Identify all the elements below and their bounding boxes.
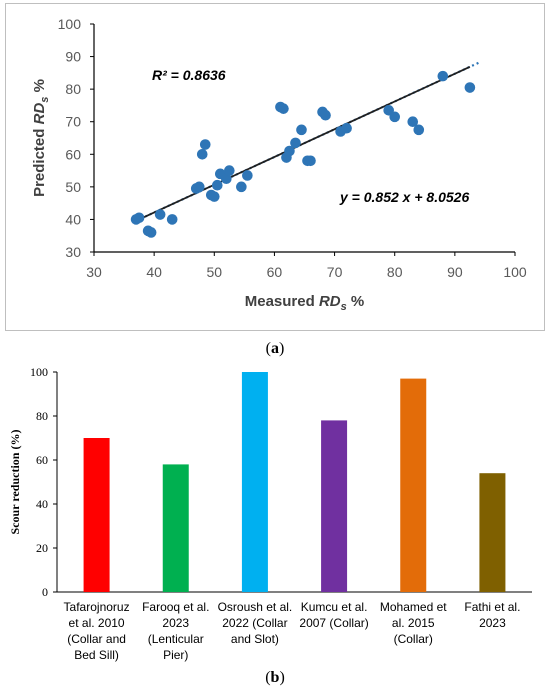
y-tick-label: 100	[58, 16, 82, 32]
category-label-line: Bed Sill)	[74, 648, 119, 662]
y-tick-label: 0	[42, 585, 48, 599]
data-point	[166, 214, 178, 225]
x-tick-label: 50	[206, 264, 222, 280]
x-tick-label: 40	[146, 264, 162, 280]
category-label-line: (Lenticular	[148, 632, 204, 646]
y-tick-label: 30	[65, 244, 81, 260]
panel-a-frame	[5, 3, 545, 331]
y-tick-label: 70	[65, 114, 81, 130]
category-label-line: (Collar)	[394, 632, 433, 646]
data-point	[413, 124, 425, 136]
trendline	[135, 65, 471, 222]
data-point	[196, 148, 208, 160]
data-point	[284, 145, 295, 157]
x-tick-label: 60	[267, 264, 283, 280]
y-tick-label: 90	[65, 49, 81, 65]
x-tick-label: 90	[447, 264, 463, 280]
caption-b-letter: b	[270, 669, 280, 686]
category-label-line: 2007 (Collar)	[299, 616, 368, 630]
r-squared-label: R² = 0.8636	[152, 67, 226, 83]
data-point	[407, 116, 419, 128]
bar	[83, 438, 110, 592]
data-point	[133, 212, 145, 224]
y-tick-label: 20	[36, 541, 48, 555]
data-point	[211, 179, 223, 191]
category-label-line: 2023	[162, 616, 189, 630]
data-point	[145, 227, 157, 238]
y-tick-label: 60	[65, 146, 81, 162]
category-label-line: Tafarojnoruz	[64, 600, 130, 614]
data-point	[278, 103, 289, 114]
category-label-line: Kumcu et al.	[301, 600, 368, 614]
category-label-line: Mohamed et	[380, 600, 447, 614]
bar	[162, 464, 189, 592]
scatter-chart: 30 40 50 60 70 80 90 100 30 40 50 60 70 80 90 100 Measur…	[31, 16, 527, 313]
regression-equation-label: y = 0.852 x + 8.0526	[339, 189, 469, 205]
bar	[479, 473, 506, 592]
category-label-line: Osroush et al.	[218, 600, 293, 614]
y-tick-label: 40	[65, 211, 81, 227]
x-tick-label: 100	[503, 264, 527, 280]
y-tick-label: 80	[65, 81, 81, 97]
data-point	[320, 109, 331, 121]
category-label-line: Fathi et al.	[464, 600, 520, 614]
data-point	[296, 124, 307, 136]
x-axis-label: Measured RDs %	[245, 293, 365, 313]
y-tick-label: 40	[36, 497, 48, 511]
category-label-line: al. 2015	[392, 616, 435, 630]
bar	[241, 372, 268, 592]
category-label-line: Pier)	[163, 648, 188, 662]
y-tick-label: 100	[30, 365, 48, 379]
category-label-line: Farooq et al.	[142, 600, 209, 614]
category-label-line: (Collar and	[67, 632, 126, 646]
data-point	[224, 165, 235, 176]
data-point	[242, 170, 253, 181]
data-point	[305, 155, 316, 167]
y-tick-label: 50	[65, 179, 81, 195]
x-tick-label: 30	[86, 264, 102, 280]
data-point	[389, 111, 401, 123]
data-point	[221, 173, 232, 185]
bar	[400, 378, 427, 592]
x-tick-label: 80	[387, 264, 403, 280]
y-tick-label: 80	[36, 409, 48, 423]
data-point	[464, 82, 476, 93]
caption-a: (a)	[265, 340, 285, 357]
caption-a-letter: a	[271, 340, 279, 357]
data-point	[290, 137, 301, 149]
y-axis-label: Scour reduction (%)	[8, 430, 22, 535]
data-point	[341, 122, 352, 134]
data-point	[193, 181, 205, 193]
y-axis-label: Predicted RDs %	[31, 79, 51, 197]
bar-chart: 0 20 40 60 80 100 Scour reduction (%) Tafarojno…	[8, 365, 532, 662]
data-point	[236, 181, 247, 193]
bar	[321, 420, 348, 592]
caption-b: (b)	[265, 669, 285, 686]
category-label-line: and Slot)	[231, 632, 279, 646]
data-point	[208, 191, 220, 202]
x-tick-label: 70	[327, 264, 343, 280]
data-point	[154, 209, 166, 220]
y-tick-label: 60	[36, 453, 48, 467]
category-label-line: et al. 2010	[69, 616, 125, 630]
category-label-line: 2023	[479, 616, 506, 630]
data-point	[199, 139, 211, 150]
data-point	[437, 70, 449, 82]
category-label-line: 2022 (Collar	[222, 616, 287, 630]
